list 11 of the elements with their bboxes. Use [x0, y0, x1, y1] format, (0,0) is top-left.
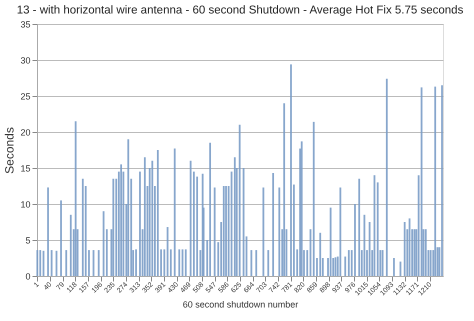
y-tick-label: 15	[20, 164, 30, 174]
y-tick-label: 35	[20, 20, 30, 30]
x-axis-title: 60 second shutdown number	[182, 300, 298, 310]
y-axis-title: Seconds	[2, 127, 16, 174]
y-tick-label: 25	[20, 92, 30, 102]
y-tick-label: 0	[25, 272, 30, 282]
y-tick-label: 30	[20, 56, 30, 66]
chart-title: 13 - with horizontal wire antenna - 60 second Shutdown - Average Hot Fix 5.75 seconds	[16, 4, 464, 16]
y-tick-label: 10	[20, 200, 30, 210]
y-tick-label: 20	[20, 128, 30, 138]
y-tick-label: 5	[25, 236, 30, 246]
